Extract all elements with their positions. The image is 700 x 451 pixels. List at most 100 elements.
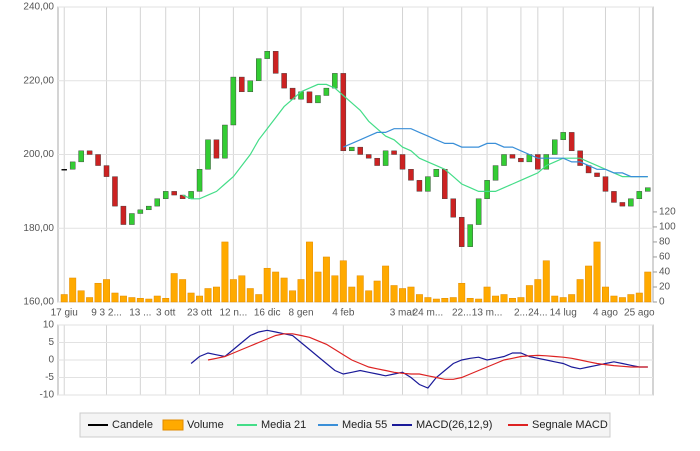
candle: [518, 157, 524, 163]
candle: [442, 169, 448, 199]
volume-bar: [365, 290, 373, 303]
x-tick-label: 24...: [528, 308, 547, 319]
volume-bar: [508, 297, 516, 303]
volume-bar: [585, 265, 593, 303]
candle: [205, 139, 211, 170]
volume-bar: [196, 295, 204, 303]
candle: [112, 176, 118, 207]
candle: [340, 73, 347, 152]
volume-bar: [289, 290, 297, 303]
y-tick-label: 240,00: [23, 2, 54, 13]
candle: [645, 187, 651, 192]
candle: [196, 169, 203, 192]
y-tick-label: -5: [45, 372, 54, 383]
legend-label: Media 55: [342, 419, 387, 431]
y2-tick-label: 100: [659, 222, 676, 233]
candle: [501, 154, 507, 166]
candle: [602, 176, 609, 192]
volume-bar: [449, 297, 457, 303]
x-tick-label: 13 ...: [129, 308, 151, 319]
y-tick-label: 180,00: [23, 223, 54, 234]
volume-bar: [272, 271, 280, 303]
candle: [315, 95, 321, 104]
volume-bar: [399, 288, 406, 303]
volume-bar: [153, 295, 161, 303]
volume-bar: [339, 260, 347, 303]
volume-bar: [390, 285, 398, 303]
volume-bar: [525, 285, 533, 303]
legend: Candele Volume Media 21 Media 55 MACD(26,12,…: [79, 412, 611, 438]
candle: [349, 146, 355, 152]
y2-tick-label: 40: [659, 267, 671, 278]
volume-bar: [492, 295, 500, 303]
volume-bar: [415, 294, 423, 303]
candle: [391, 150, 397, 155]
volume-bar: [238, 275, 246, 303]
candle: [230, 76, 237, 126]
volume-bar: [348, 286, 356, 303]
y2-tick-label: 20: [659, 282, 671, 293]
legend-swatch: [162, 419, 184, 431]
y2-tick-label: 0: [659, 297, 665, 308]
volume-bar: [229, 279, 237, 303]
volume-bar: [576, 279, 584, 303]
volume-bar: [627, 294, 635, 303]
candle: [399, 154, 406, 170]
volume-bar: [517, 297, 525, 303]
candle: [239, 76, 245, 93]
volume-bar: [458, 282, 466, 303]
candle: [86, 150, 93, 155]
volume-bar: [103, 279, 110, 303]
legend-label: Volume: [187, 419, 224, 431]
volume-bar: [373, 280, 381, 303]
x-tick-label: 9 3 2...: [91, 308, 122, 319]
legend-label: Segnale MACD: [532, 419, 608, 431]
candle: [171, 191, 177, 196]
candle: [425, 176, 431, 192]
volume-bar: [424, 297, 432, 303]
candle: [129, 213, 135, 225]
candle: [365, 154, 372, 159]
x-tick-label: 14 lug: [550, 308, 577, 319]
legend-label: Candele: [112, 419, 153, 431]
volume-bar: [280, 277, 288, 303]
candle: [416, 180, 423, 192]
candle: [475, 198, 482, 225]
candle: [543, 154, 550, 170]
candle: [323, 87, 330, 96]
candle: [256, 58, 262, 81]
volume-bar: [322, 256, 330, 303]
x-tick-label: 25 ago: [624, 308, 655, 319]
y2-tick-label: 120: [659, 207, 676, 218]
candle: [103, 165, 110, 177]
volume-bar: [94, 282, 102, 303]
y-tick-label: 160,00: [23, 297, 54, 308]
candle: [433, 169, 440, 177]
volume-bar: [145, 298, 153, 303]
candle: [594, 172, 600, 177]
candle: [636, 191, 643, 199]
candle: [568, 132, 575, 152]
x-tick-label: 24 m...: [413, 308, 444, 319]
candle: [95, 154, 101, 166]
candle: [137, 209, 144, 214]
candle: [509, 154, 516, 159]
volume-bar: [128, 297, 136, 303]
volume-bar: [119, 295, 127, 303]
volume-bar: [77, 290, 85, 303]
candle: [306, 91, 313, 104]
volume-bar: [475, 298, 483, 303]
x-tick-label: 16 dic: [254, 308, 281, 319]
y2-tick-label: 80: [659, 237, 671, 248]
x-tick-label: 3 ott: [156, 308, 176, 319]
candle: [162, 191, 169, 199]
candle: [492, 165, 499, 181]
line-series: [190, 329, 648, 389]
volume-bar: [500, 294, 508, 303]
x-tick-label: 4 ago: [593, 308, 618, 319]
y-tick-label: 200,00: [23, 149, 54, 160]
volume-bar: [212, 286, 220, 303]
y-tick-label: 0: [48, 355, 54, 366]
volume-bar: [187, 292, 195, 303]
